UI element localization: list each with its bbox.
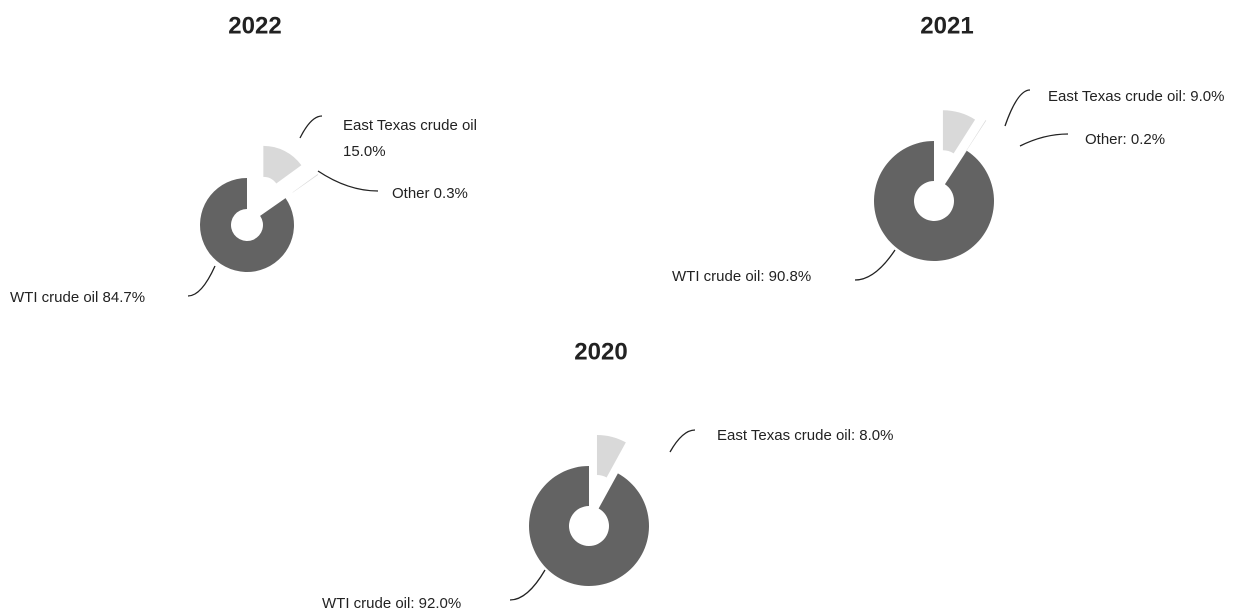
pie-slice: [292, 174, 319, 193]
pie-slice: [964, 120, 987, 154]
leader-line: [1004, 89, 1031, 127]
pie-slice: [200, 178, 294, 272]
chart-title: 2022: [228, 12, 281, 39]
data-label: WTI crude oil 84.7%: [10, 289, 145, 306]
chart-title: 2020: [574, 338, 627, 365]
leader-line: [187, 265, 216, 297]
data-label: East Texas crude oil: 9.0%: [1048, 88, 1224, 105]
data-label: 15.0%: [343, 143, 386, 160]
chart-title: 2021: [920, 12, 973, 39]
data-label: WTI crude oil: 90.8%: [672, 268, 811, 285]
pie-slice: [529, 466, 650, 587]
leader-line: [317, 170, 379, 192]
pie-slice: [942, 110, 976, 154]
leader-line: [854, 249, 896, 281]
data-label: East Texas crude oil: [343, 117, 477, 134]
data-label: Other: 0.2%: [1085, 131, 1165, 148]
leader-line: [669, 429, 696, 453]
pie-slice: [263, 145, 302, 184]
pie-slice: [596, 435, 626, 478]
leader-line: [509, 569, 546, 601]
pie-slice: [874, 141, 995, 261]
data-label: WTI crude oil: 92.0%: [322, 595, 461, 612]
data-label: East Texas crude oil: 8.0%: [717, 427, 893, 444]
leader-line: [299, 115, 323, 139]
data-label: Other 0.3%: [392, 185, 468, 202]
leader-line: [1019, 133, 1069, 147]
